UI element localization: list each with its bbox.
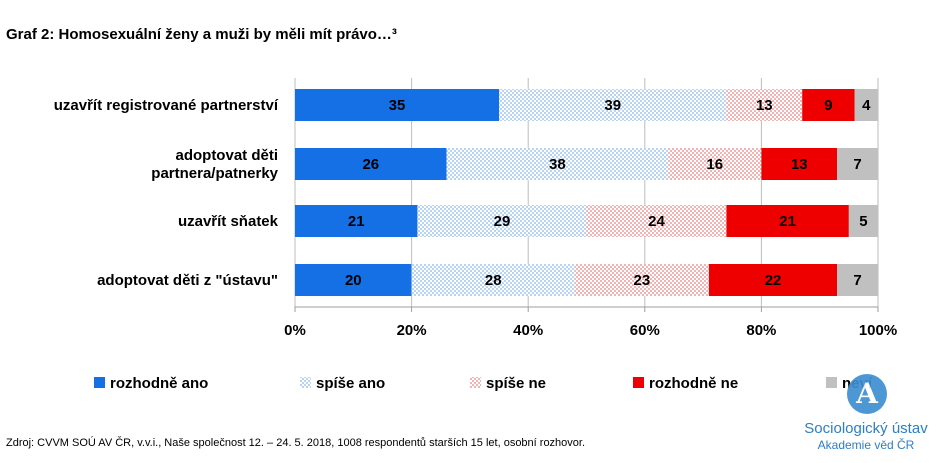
x-tick-label: 60%	[630, 322, 660, 339]
category-label: adoptovat děti z "ústavu"	[97, 272, 278, 289]
bar-segment	[411, 264, 575, 296]
bars	[295, 89, 878, 296]
bar-segment	[708, 264, 838, 296]
bar-segment	[726, 205, 849, 237]
data-label: 7	[853, 272, 861, 289]
data-label: 38	[549, 156, 566, 173]
logo-name: Sociologický ústav	[804, 420, 928, 437]
legend-label: rozhodně ne	[649, 375, 738, 392]
x-tick-label: 0%	[284, 322, 306, 339]
stacked-bar-chart: 35 39 13 9 4 uzavřít registrované partnerství…	[54, 78, 897, 392]
bar-segment	[295, 148, 447, 180]
bar-segment	[295, 89, 500, 121]
legend: rozhodně ano spíše ano spíše ne rozhodně ne…	[94, 375, 873, 392]
bar-segment	[837, 148, 878, 180]
bar-segment	[574, 264, 709, 296]
legend-swatch	[300, 377, 311, 388]
data-label: 24	[648, 213, 665, 230]
bar-segment	[854, 89, 878, 121]
bar-segment	[295, 264, 412, 296]
data-label: 4	[862, 97, 871, 114]
data-label: 29	[494, 213, 511, 230]
legend-label: spíše ano	[316, 375, 385, 392]
data-label: 9	[824, 97, 832, 114]
logo-emblem-icon: A	[847, 374, 887, 414]
data-label: 13	[791, 156, 808, 173]
bar-segment	[295, 205, 418, 237]
legend-swatch	[470, 377, 481, 388]
bar-segment	[417, 205, 587, 237]
data-label: 16	[706, 156, 723, 173]
legend-label: spíše ne	[486, 375, 546, 392]
legend-label: rozhodně ano	[110, 375, 208, 392]
bar-segment	[446, 148, 669, 180]
data-label: 20	[345, 272, 362, 289]
data-label: 23	[634, 272, 651, 289]
legend-swatch	[94, 377, 105, 388]
data-label: 28	[485, 272, 502, 289]
data-label: 7	[853, 156, 861, 173]
category-label: uzavřít sňatek	[178, 213, 279, 230]
legend-swatch	[826, 377, 837, 388]
x-tick-label: 80%	[746, 322, 776, 339]
labels: 35 39 13 9 4 uzavřít registrované partnerství…	[54, 97, 871, 289]
logo-subtitle: Akademie věd ČR	[817, 438, 915, 452]
legend-swatch	[633, 377, 644, 388]
data-label: 5	[859, 213, 867, 230]
page-title: Graf 2: Homosexuální ženy a muži by měli…	[6, 26, 397, 43]
bar-segment	[499, 89, 727, 121]
source-note: Zdroj: CVVM SOÚ AV ČR, v.v.i., Naše spol…	[6, 437, 586, 449]
data-label: 39	[604, 97, 621, 114]
data-label: 26	[362, 156, 379, 173]
bar-segment	[761, 148, 838, 180]
bar-segment	[726, 89, 803, 121]
x-tick-label: 100%	[859, 322, 897, 339]
data-label: 21	[779, 213, 796, 230]
data-label: 22	[765, 272, 782, 289]
bar-segment	[668, 148, 762, 180]
bar-segment	[848, 205, 878, 237]
data-label: 13	[756, 97, 773, 114]
data-label: 35	[389, 97, 406, 114]
bar-segment	[837, 264, 878, 296]
sociologicky-ustav-logo: A Sociologický ústav Akademie věd ČR	[800, 374, 932, 454]
category-label: uzavřít registrované partnerství	[54, 97, 279, 114]
x-tick-label: 40%	[513, 322, 543, 339]
x-tick-label: 20%	[397, 322, 427, 339]
bar-segment	[802, 89, 855, 121]
data-label: 21	[348, 213, 365, 230]
category-label: adoptovat děti partnera/patnerky	[151, 147, 278, 182]
x-axis: 0% 20% 40% 60% 80% 100%	[284, 306, 897, 339]
bar-segment	[586, 205, 727, 237]
